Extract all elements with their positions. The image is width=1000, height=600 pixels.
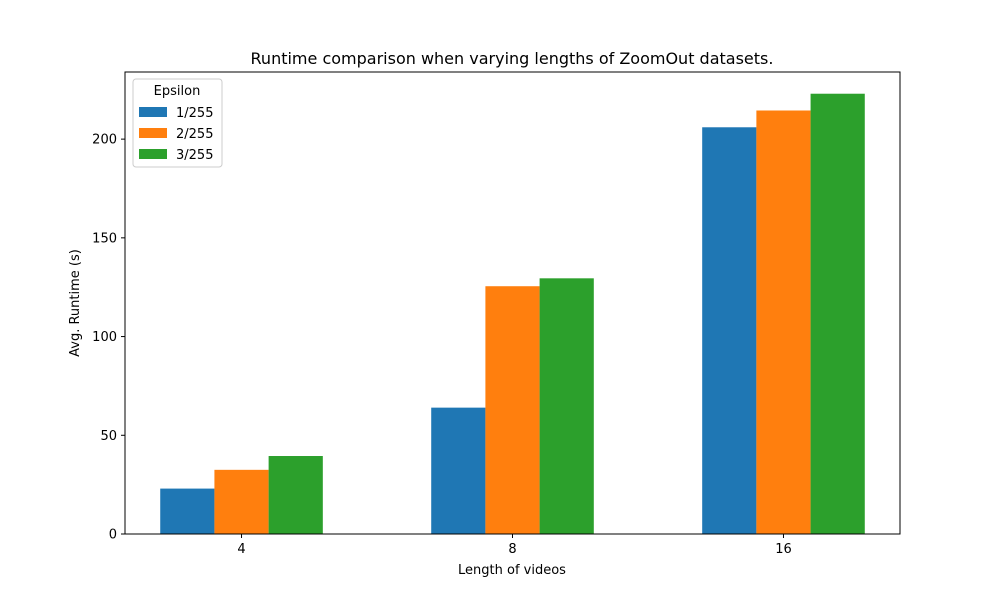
x-axis-ticks: 4 8 16 <box>237 534 792 557</box>
legend-items: 1/255 2/255 3/255 <box>139 106 213 163</box>
x-tick-label: 8 <box>508 542 516 557</box>
legend-swatch <box>139 149 167 159</box>
bar-3-255-8 <box>539 278 594 534</box>
x-tick-label: 16 <box>775 542 792 557</box>
bar-2-255-8 <box>485 286 540 534</box>
bar-3-255-4 <box>268 456 323 534</box>
bar-1-255-16 <box>702 127 757 534</box>
y-tick-label: 150 <box>92 231 117 246</box>
legend-swatch <box>139 128 167 138</box>
bar-2-255-16 <box>756 110 811 534</box>
bar-3-255-16 <box>810 93 865 534</box>
y-axis-label: Avg. Runtime (s) <box>68 249 83 357</box>
y-tick-label: 100 <box>92 330 117 345</box>
legend-label: 1/255 <box>176 106 213 121</box>
legend-title: Epsilon <box>154 84 201 99</box>
x-tick-label: 4 <box>237 542 245 557</box>
bar-1-255-4 <box>160 488 215 534</box>
y-tick-label: 0 <box>109 528 117 543</box>
y-axis-ticks: 0 50 100 150 200 <box>92 133 125 543</box>
legend: Epsilon 1/255 2/255 3/255 <box>132 78 223 168</box>
x-axis-label: Length of videos <box>458 563 566 578</box>
y-tick-label: 50 <box>100 429 117 444</box>
bars-layer <box>160 93 865 534</box>
bar-2-255-4 <box>214 469 269 534</box>
legend-swatch <box>139 107 167 117</box>
bar-1-255-8 <box>431 407 486 534</box>
y-tick-label: 200 <box>92 133 117 148</box>
chart-title: Runtime comparison when varying lengths … <box>251 49 774 68</box>
legend-label: 3/255 <box>176 148 213 163</box>
legend-box <box>132 78 223 168</box>
legend-label: 2/255 <box>176 127 213 142</box>
